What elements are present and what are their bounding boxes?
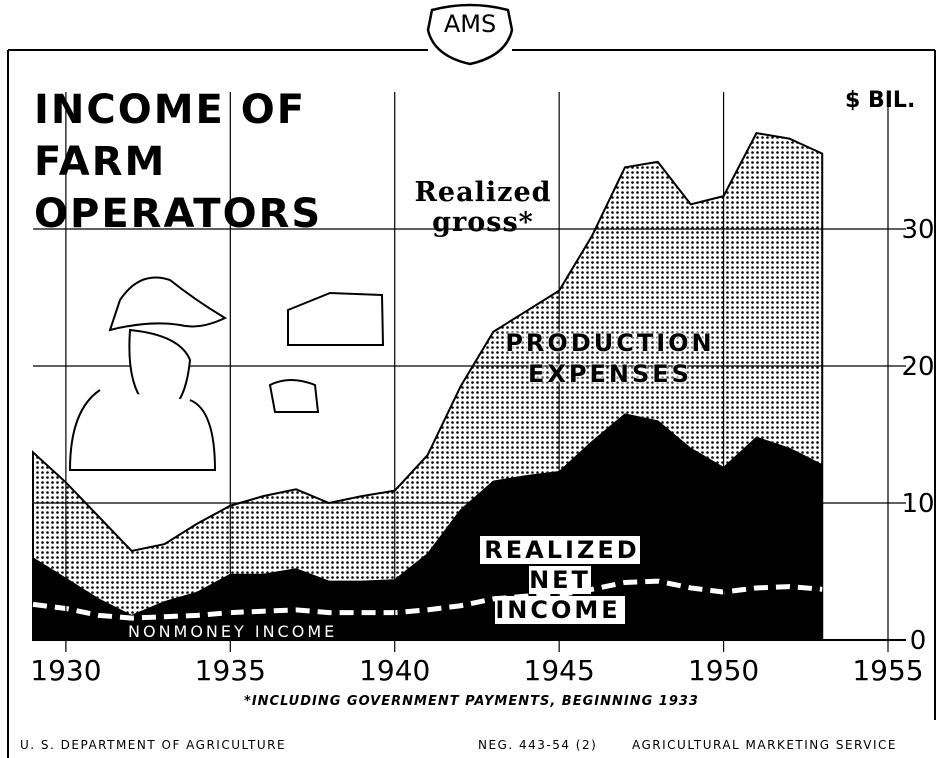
y-tick-label: 30 <box>901 215 934 245</box>
x-tick-label: 1935 <box>195 654 266 687</box>
x-tick-label: 1945 <box>524 654 595 687</box>
badge: AMS <box>440 10 500 38</box>
series-label: REALIZED NET INCOME <box>470 535 650 625</box>
x-tick-label: 1930 <box>30 654 101 687</box>
footnote: *INCLUDING GOVERNMENT PAYMENTS, BEGINNIN… <box>0 694 943 709</box>
series-label-text: REALIZED NET INCOME <box>480 536 639 624</box>
illustration <box>70 278 383 471</box>
footer-middle: NEG. 443-54 (2) <box>478 738 597 752</box>
chart-title: INCOME OF FARM OPERATORS <box>34 84 344 240</box>
series-label: Realized gross* <box>398 178 568 238</box>
footer-right: AGRICULTURAL MARKETING SERVICE <box>632 738 897 752</box>
chart: 0 10 20 30 1930 1935 1940 1945 1950 1955 AMS INCO… <box>0 0 943 758</box>
x-tick-label: 1950 <box>688 654 759 687</box>
footer-left: U. S. DEPARTMENT OF AGRICULTURE <box>20 738 286 752</box>
y-tick-label: 0 <box>910 626 927 656</box>
x-tick-label: 1940 <box>359 654 430 687</box>
y-tick-label: 20 <box>901 352 934 382</box>
x-tick-label: 1955 <box>852 654 923 687</box>
y-tick-label: 10 <box>901 489 934 519</box>
y-axis-unit: $ BIL. <box>845 88 915 113</box>
annotation: PRODUCTION EXPENSES <box>495 328 725 390</box>
series-label: NONMONEY INCOME <box>128 622 337 641</box>
